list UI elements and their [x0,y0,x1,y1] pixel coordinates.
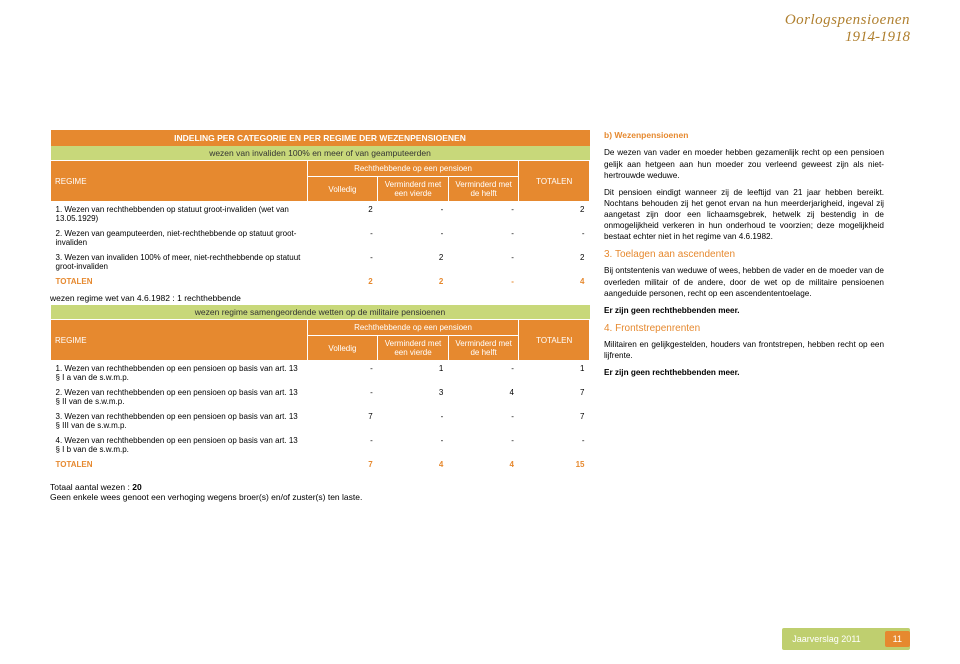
footer-bar: Jaarverslag 2011 11 [782,628,910,650]
col-regime: REGIME [51,161,308,202]
col-verminderd-vierde: Verminderd met een vierde [378,336,449,361]
para-1: De wezen van vader en moeder hebben geza… [604,147,884,180]
table1-title: INDELING PER CATEGORIE EN PER REGIME DER… [51,130,590,146]
table-wezenpensioenen-1: INDELING PER CATEGORIE EN PER REGIME DER… [50,130,590,289]
page-number: 11 [885,631,910,647]
para-6: Er zijn geen rechthebbenden meer. [604,367,884,378]
section-b-title: b) Wezenpensioenen [604,130,688,140]
table2-subtitle: wezen regime samengeordende wetten op de… [51,305,590,320]
col-verminderd-vierde: Verminderd met een vierde [378,177,449,202]
table1-subtitle: wezen van invaliden 100% en meer of van … [51,146,590,161]
para-2: Dit pensioen eindigt wanneer zij de leef… [604,187,884,242]
table-row: 3. Wezen van invaliden 100% of meer, nie… [51,250,590,274]
para-3: Bij ontstentenis van weduwe of wees, heb… [604,265,884,298]
right-column: b) Wezenpensioenen De wezen van vader en… [604,130,884,502]
table-row: 1. Wezen van rechthebbenden op statuut g… [51,202,590,227]
table-row: 2. Wezen van rechthebbenden op een pensi… [51,385,590,409]
col-verminderd-helft: Verminderd met de helft [448,177,519,202]
header-line1: Oorlogspensioenen [785,12,910,29]
col-totalen: TOTALEN [519,320,590,361]
col-volledig: Volledig [307,177,378,202]
bottom-note: Totaal aantal wezen : 20Geen enkele wees… [50,482,590,502]
para-5: Militairen en gelijkgestelden, houders v… [604,339,884,361]
table1-total-row: TOTALEN 2 2 - 4 [51,274,590,289]
col-totalen: TOTALEN [519,161,590,202]
para-4: Er zijn geen rechthebbenden meer. [604,305,884,316]
table2-total-row: TOTALEN 7 4 4 15 [51,457,590,472]
table-row: 2. Wezen van geamputeerden, niet-rechthe… [51,226,590,250]
bottom-line2: Geen enkele wees genoot een verhoging we… [50,492,590,502]
total-wezen: Totaal aantal wezen : 20 [50,482,590,492]
col-volledig: Volledig [307,336,378,361]
left-column: INDELING PER CATEGORIE EN PER REGIME DER… [50,130,590,502]
header-line2: 1914-1918 [785,29,910,46]
heading-4: 4. Frontstrepenrenten [604,322,884,336]
footer-text: Jaarverslag 2011 [792,634,860,644]
col-verminderd-helft: Verminderd met de helft [448,336,519,361]
table-row: 1. Wezen van rechthebbenden op een pensi… [51,361,590,386]
table-row: 3. Wezen van rechthebbenden op een pensi… [51,409,590,433]
table-wezenpensioenen-2: wezen regime samengeordende wetten op de… [50,305,590,472]
mid-note: wezen regime wet van 4.6.1982 : 1 rechth… [50,289,590,305]
col-rh-pensioen: Rechthebbende op een pensioen [307,161,519,177]
table-row: 4. Wezen van rechthebbenden op een pensi… [51,433,590,457]
col-regime: REGIME [51,320,308,361]
page-header: Oorlogspensioenen 1914-1918 [785,12,910,46]
heading-3: 3. Toelagen aan ascendenten [604,248,884,262]
col-rh-pensioen: Rechthebbende op een pensioen [307,320,519,336]
